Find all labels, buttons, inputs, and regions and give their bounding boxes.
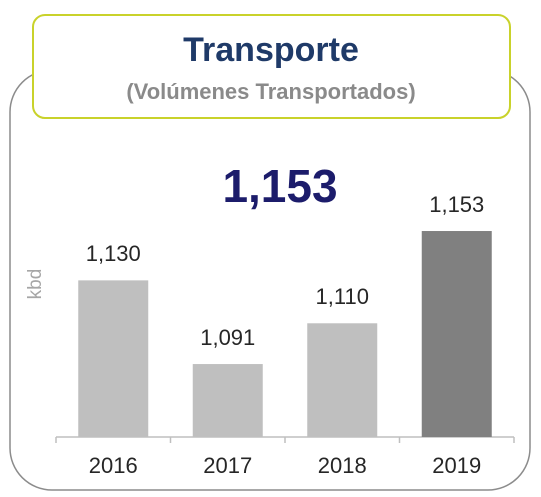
value-label: 1,110	[316, 284, 369, 309]
bar	[78, 280, 149, 437]
value-label: 1,091	[200, 325, 255, 350]
bar	[307, 323, 378, 437]
x-tick-label: 2016	[89, 453, 138, 478]
value-label: 1,153	[429, 192, 484, 217]
bar	[192, 364, 263, 437]
x-tick-label: 2019	[432, 453, 481, 478]
chart-title: Transporte	[183, 31, 359, 69]
chart-subtitle: (Volúmenes Transportados)	[126, 79, 415, 104]
x-tick-label: 2017	[203, 453, 252, 478]
value-label: 1,130	[86, 241, 141, 266]
annotation: 1,153	[222, 160, 337, 212]
title-box	[32, 14, 511, 119]
bar	[421, 231, 492, 437]
x-tick-label: 2018	[318, 453, 367, 478]
y-axis-label: kbd	[25, 269, 46, 300]
